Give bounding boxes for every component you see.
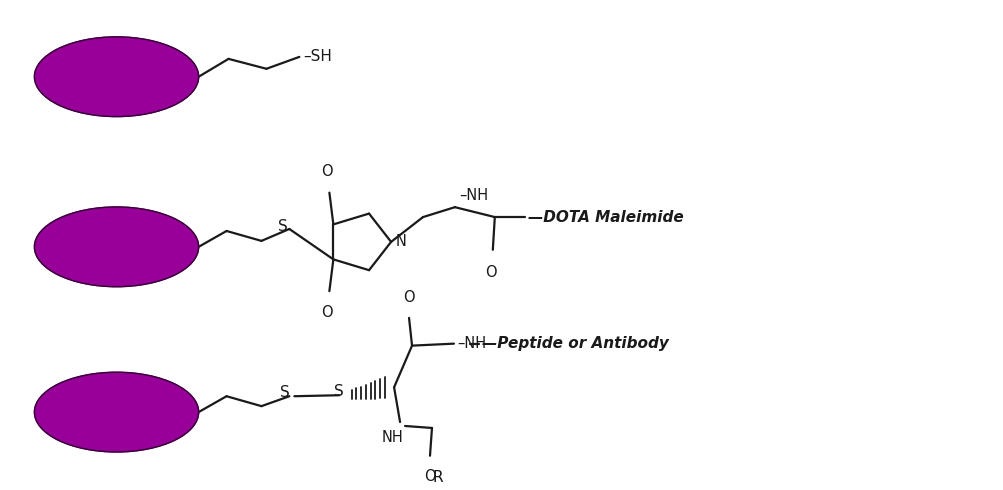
Text: S: S	[279, 385, 289, 400]
Ellipse shape	[34, 372, 199, 452]
Text: O: O	[423, 468, 435, 484]
Text: O: O	[321, 164, 333, 179]
Ellipse shape	[34, 207, 199, 287]
Ellipse shape	[34, 37, 199, 117]
Text: R: R	[432, 469, 443, 485]
Text: S: S	[277, 219, 287, 234]
Text: –NH: –NH	[456, 336, 485, 351]
Text: –NH: –NH	[458, 188, 487, 203]
Text: S: S	[334, 384, 344, 399]
Text: –SH: –SH	[303, 49, 332, 64]
Text: —DOTA Maleimide: —DOTA Maleimide	[528, 210, 683, 224]
Text: O: O	[321, 305, 333, 320]
Text: O: O	[403, 290, 414, 305]
Text: —Peptide or Antibody: —Peptide or Antibody	[481, 336, 668, 351]
Text: N: N	[396, 234, 406, 249]
Text: O: O	[484, 265, 496, 280]
Text: NH: NH	[382, 430, 403, 445]
